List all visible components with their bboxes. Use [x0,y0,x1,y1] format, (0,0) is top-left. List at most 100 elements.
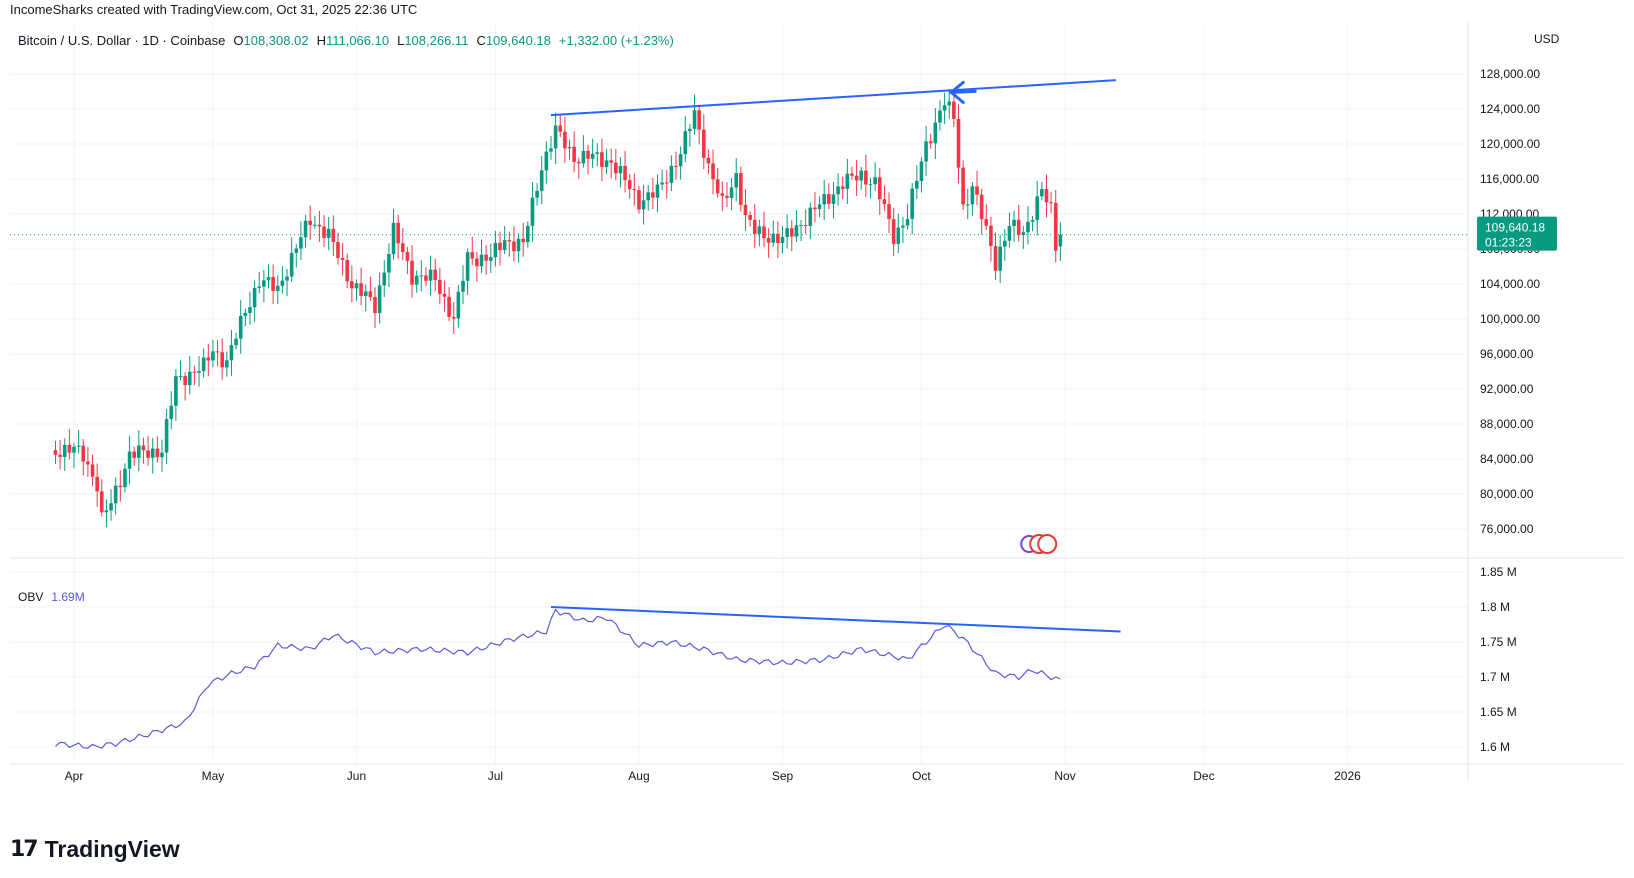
candle [470,236,475,266]
candle-body [493,242,498,258]
candle-body [813,207,817,210]
candle [1016,204,1021,242]
candle-body [53,450,58,455]
candle-body [326,228,331,238]
candle-body [993,246,998,271]
candle [799,219,803,242]
candle [567,139,572,160]
candle-body [414,275,419,285]
chart-canvas[interactable]: 128,000.00 124,000.00 120,000.00 116,000.00… [10,22,1624,820]
time-axis-tick-label: Dec [1193,769,1214,783]
candle-body [526,225,530,243]
candle [813,192,817,223]
candle [539,156,544,205]
candle-body [313,224,317,226]
candle-body [1053,202,1058,251]
currency-selector[interactable]: USD [1534,32,1560,46]
candle [762,211,766,248]
candle-body [127,451,132,469]
candle-body [942,105,947,111]
candle-body [989,225,993,247]
candle [739,166,743,212]
time-axis-tick-label: May [202,769,225,783]
candle-body [363,291,368,296]
candle [757,219,762,247]
candle [340,242,345,276]
obv-axis-tick-label: 1.85 M [1480,565,1517,579]
candle-body [113,485,118,504]
candle [262,270,266,303]
candle-body [664,182,669,184]
candle [701,114,706,170]
candle [428,255,433,296]
price-axis-tick-label: 96,000.00 [1480,347,1534,361]
candle-body [549,148,553,152]
candle-body [377,285,382,314]
candle-body [299,237,303,249]
candle [674,151,678,180]
candle-body [428,269,433,281]
candle-body [419,275,424,277]
candle [938,100,942,131]
candle [678,146,683,180]
candle-body [433,269,438,280]
candle [155,436,160,463]
candle [336,232,340,265]
candle-body [225,360,229,368]
tradingview-name: TradingView [44,836,180,862]
candle [141,437,146,464]
candle-body [62,444,67,457]
candle [873,162,877,192]
candle-body [604,160,609,168]
candle [146,436,150,466]
low-value: 108,266.11 [404,33,469,48]
candle [526,221,530,248]
candle-body [1035,196,1040,220]
candle [354,279,359,301]
candle-body [396,222,400,244]
candle-body [257,286,262,288]
obv-axis-tick-label: 1.7 M [1480,670,1510,684]
candle [197,356,201,387]
candle [632,173,637,206]
price-badge-bg [1477,216,1557,251]
candle [266,264,271,289]
candle-body [706,157,711,164]
candle-body [104,510,109,513]
event-badges-icon [1020,534,1058,554]
candle-body [350,281,354,289]
candle-body [803,225,808,227]
candle [206,343,211,377]
candle-body [854,175,859,181]
candle-body [192,371,197,373]
obv-trendline [550,606,1121,633]
candle-body [470,252,475,259]
candle-body [58,454,62,457]
candle [789,220,794,252]
low-label: L [397,33,405,48]
price-axis-tick-label: 80,000.00 [1480,487,1534,501]
candle-body [799,225,803,227]
candle-body [891,219,896,244]
candle-body [252,287,257,308]
candle [549,135,553,160]
candle [766,228,771,259]
candle [322,215,326,248]
high-value: 111,066.10 [325,33,390,48]
candle [118,470,123,502]
candle-body [174,376,178,406]
candle-body [859,170,864,181]
candle-body [442,293,447,297]
candle-body [317,224,322,227]
candle [451,302,456,334]
candle-body [206,357,211,361]
candle [576,157,581,179]
candle [303,215,308,248]
time-axis-tick-label: Jul [488,769,503,783]
candle [178,360,183,381]
close-label: C [476,33,486,48]
candle-body [660,182,664,185]
candle [488,243,493,274]
price-axis-tick-label: 76,000.00 [1480,522,1534,536]
